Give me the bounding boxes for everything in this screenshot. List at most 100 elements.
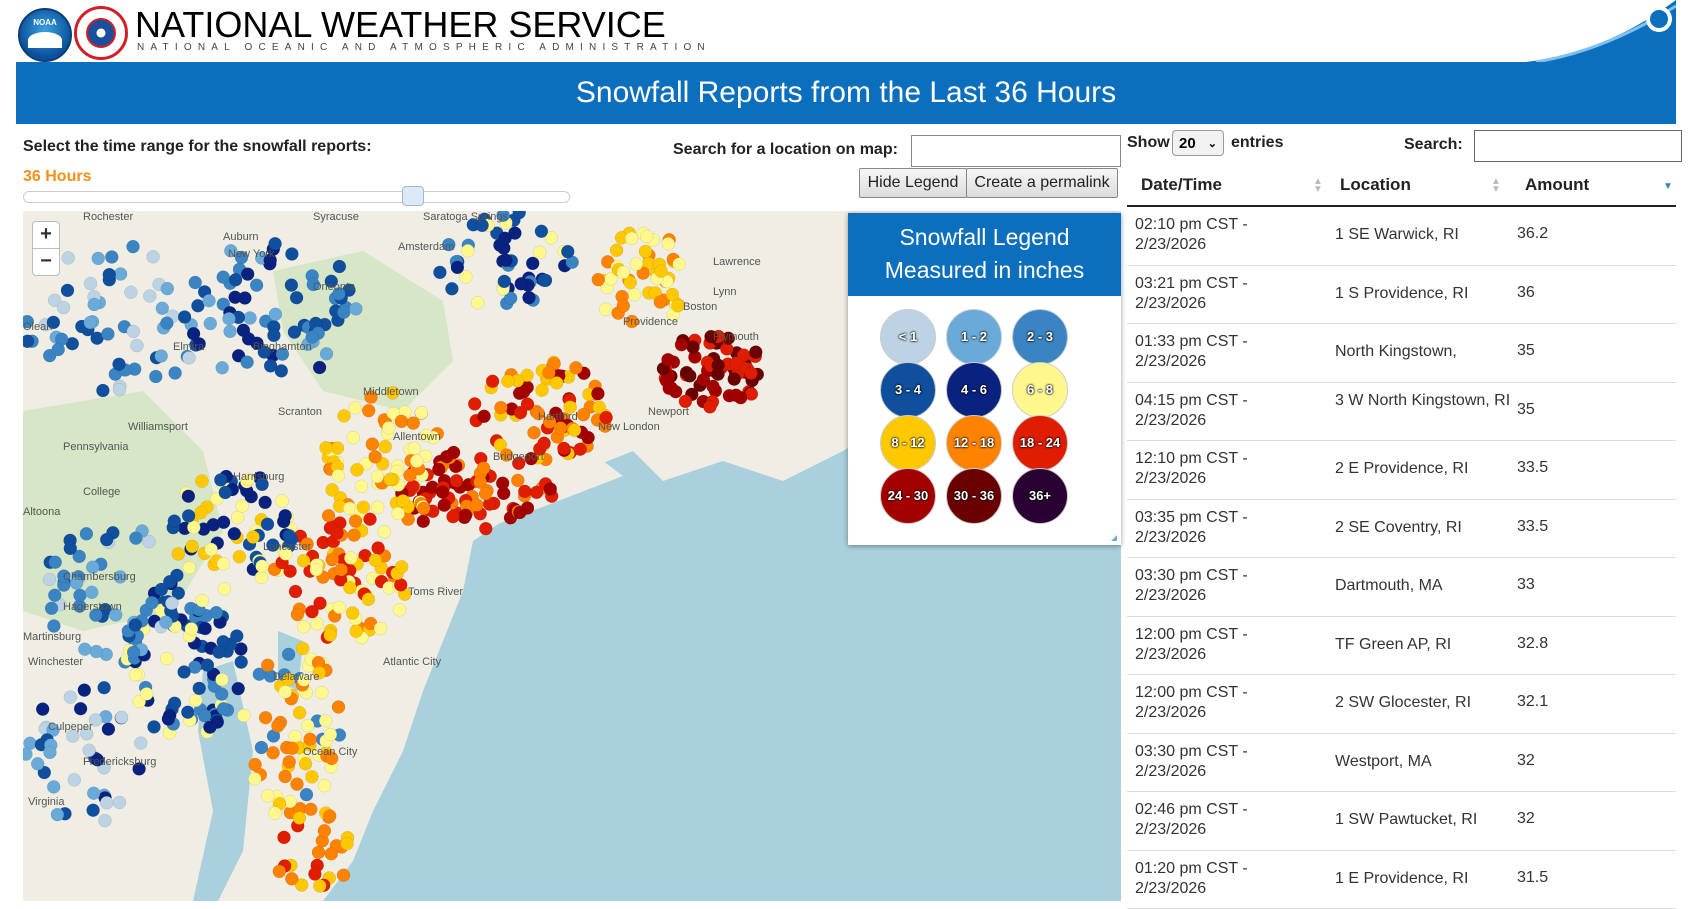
snowfall-report-dot[interactable] [697, 373, 710, 386]
snowfall-report-dot[interactable] [52, 343, 65, 356]
snowfall-report-dot[interactable] [102, 723, 115, 736]
table-search-input[interactable] [1474, 130, 1682, 162]
snowfall-report-dot[interactable] [344, 552, 357, 565]
snowfall-report-dot[interactable] [343, 581, 356, 594]
snowfall-report-dot[interactable] [318, 779, 331, 792]
snowfall-report-dot[interactable] [205, 543, 218, 556]
snowfall-report-dot[interactable] [267, 746, 280, 759]
snowfall-report-dot[interactable] [494, 401, 507, 414]
snowfall-report-dot[interactable] [599, 303, 612, 316]
snowfall-report-dot[interactable] [165, 597, 178, 610]
column-header-datetime[interactable]: Date/Time [1141, 175, 1222, 195]
snowfall-report-dot[interactable] [347, 431, 360, 444]
snowfall-report-dot[interactable] [194, 506, 207, 519]
snowfall-report-dot[interactable] [264, 359, 277, 372]
snowfall-report-dot[interactable] [96, 384, 109, 397]
snowfall-report-dot[interactable] [189, 694, 202, 707]
snowfall-report-dot[interactable] [290, 291, 303, 304]
snowfall-report-dot[interactable] [479, 487, 492, 500]
snowfall-report-dot[interactable] [574, 443, 587, 456]
snowfall-report-dot[interactable] [395, 560, 408, 573]
snowfall-report-dot[interactable] [201, 659, 214, 672]
snowfall-report-dot[interactable] [268, 807, 281, 820]
snowfall-report-dot[interactable] [451, 261, 464, 274]
snowfall-report-dot[interactable] [384, 473, 397, 486]
map-search-input[interactable] [911, 135, 1121, 167]
snowfall-report-dot[interactable] [187, 521, 200, 534]
sort-desc-icon[interactable]: ▼ [1663, 183, 1673, 191]
snowfall-report-dot[interactable] [216, 673, 229, 686]
snowfall-report-dot[interactable] [282, 648, 295, 661]
snowfall-report-dot[interactable] [617, 266, 630, 279]
snowfall-report-dot[interactable] [498, 275, 511, 288]
snowfall-report-dot[interactable] [440, 450, 453, 463]
snowfall-report-dot[interactable] [193, 682, 206, 695]
snowfall-report-dot[interactable] [523, 291, 536, 304]
snowfall-report-dot[interactable] [259, 496, 272, 509]
snowfall-report-dot[interactable] [310, 563, 323, 576]
snowfall-report-dot[interactable] [129, 532, 142, 545]
snowfall-report-dot[interactable] [369, 450, 382, 463]
snowfall-report-dot[interactable] [189, 276, 202, 289]
noaa-logo[interactable]: NOAA [18, 8, 72, 62]
snowfall-report-dot[interactable] [241, 356, 254, 369]
snowfall-report-dot[interactable] [395, 415, 408, 428]
snowfall-report-dot[interactable] [203, 294, 216, 307]
sort-both-icon[interactable]: ▲▼ [1313, 178, 1323, 194]
snowfall-report-dot[interactable] [324, 728, 337, 741]
snowfall-report-dot[interactable] [178, 311, 191, 324]
snowfall-report-dot[interactable] [349, 302, 362, 315]
snowfall-report-dot[interactable] [64, 542, 77, 555]
snowfall-report-dot[interactable] [113, 383, 126, 396]
snowfall-report-dot[interactable] [161, 282, 174, 295]
zoom-out-button[interactable]: − [32, 248, 60, 276]
snowfall-report-dot[interactable] [256, 560, 269, 573]
snowfall-report-dot[interactable] [43, 746, 56, 759]
snowfall-report-dot[interactable] [286, 742, 299, 755]
snowfall-report-dot[interactable] [203, 721, 216, 734]
snowfall-report-dot[interactable] [289, 730, 302, 743]
snowfall-report-dot[interactable] [143, 535, 156, 548]
create-permalink-button[interactable]: Create a permalink [966, 168, 1118, 198]
snowfall-report-dot[interactable] [78, 684, 91, 697]
snowfall-report-dot[interactable] [436, 486, 449, 499]
snowfall-report-dot[interactable] [229, 273, 242, 286]
snowfall-report-dot[interactable] [592, 273, 605, 286]
snowfall-report-dot[interactable] [341, 837, 354, 850]
snowfall-report-dot[interactable] [155, 350, 168, 363]
snowfall-report-dot[interactable] [216, 361, 229, 374]
snowfall-report-dot[interactable] [181, 706, 194, 719]
snowfall-report-dot[interactable] [288, 326, 301, 339]
column-header-amount[interactable]: Amount [1525, 175, 1589, 195]
snowfall-report-dot[interactable] [518, 485, 531, 498]
snowfall-report-dot[interactable] [88, 298, 101, 311]
snowfall-report-dot[interactable] [48, 589, 61, 602]
snowfall-report-dot[interactable] [369, 554, 382, 567]
snowfall-report-dot[interactable] [182, 490, 195, 503]
snowfall-report-dot[interactable] [703, 400, 716, 413]
snowfall-report-dot[interactable] [417, 515, 430, 528]
snowfall-report-dot[interactable] [229, 291, 242, 304]
snowfall-report-dot[interactable] [304, 803, 317, 816]
snowfall-report-dot[interactable] [471, 296, 484, 309]
snowfall-report-dot[interactable] [198, 709, 211, 722]
legend-resize-icon[interactable] [1111, 535, 1117, 541]
snowfall-report-dot[interactable] [445, 282, 458, 295]
snowfall-report-dot[interactable] [349, 515, 362, 528]
snowfall-report-dot[interactable] [233, 550, 246, 563]
snowfall-report-dot[interactable] [325, 847, 338, 860]
snowfall-report-dot[interactable] [127, 325, 140, 338]
snowfall-report-dot[interactable] [338, 409, 351, 422]
snowfall-report-dot[interactable] [217, 702, 230, 715]
snowfall-report-dot[interactable] [630, 258, 643, 271]
snowfall-report-dot[interactable] [98, 681, 111, 694]
snowfall-report-dot[interactable] [331, 527, 344, 540]
snowfall-report-dot[interactable] [196, 594, 209, 607]
snowfall-report-dot[interactable] [261, 789, 274, 802]
snowfall-report-dot[interactable] [730, 389, 743, 402]
snowfall-report-dot[interactable] [267, 329, 280, 342]
